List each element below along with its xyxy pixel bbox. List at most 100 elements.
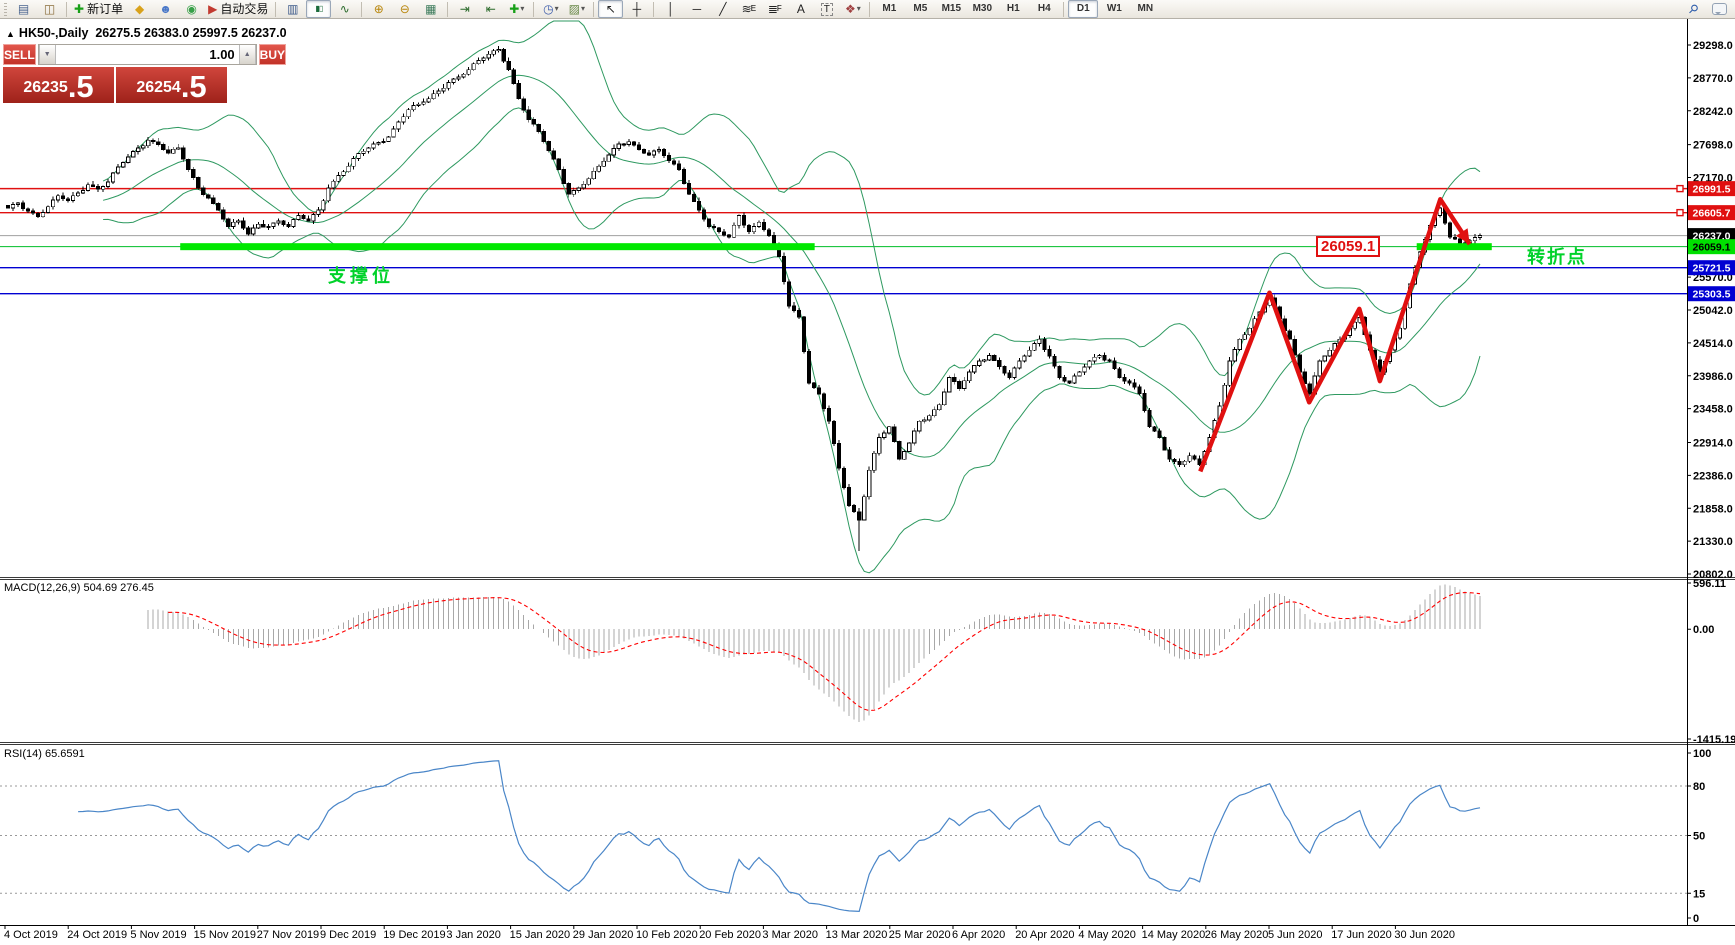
news-icon[interactable]: ◉ [186,2,197,16]
equidistant-channel-icon[interactable]: ≋ E [741,2,757,16]
date-axis-label: 5 Jun 2020 [1268,929,1322,941]
svg-text:26605.7: 26605.7 [1693,208,1731,220]
date-axis-label: 26 May 2020 [1205,929,1269,941]
date-axis-label: 10 Feb 2020 [636,929,698,941]
volume-down-button[interactable]: ▼ [38,45,56,64]
new-order-button[interactable]: ✚ 新订单 [74,2,124,16]
svg-text:22386.0: 22386.0 [1693,470,1733,482]
timeframe-m5-button[interactable]: M5 [913,3,928,14]
svg-text:29298.0: 29298.0 [1693,40,1733,52]
text-icon[interactable]: A [796,2,805,16]
date-axis-label: 19 Dec 2019 [383,929,445,941]
one-click-trading-widget: SELL ▼ ▲ BUY 26235.5 26254.5 [3,44,287,103]
date-axis-label: 25 Mar 2020 [889,929,951,941]
market-watch-icon[interactable]: ▤ [17,2,30,16]
text-label-icon[interactable]: T [814,0,839,18]
cursor-icon[interactable]: ↖ [598,0,624,18]
svg-text:24514.0: 24514.0 [1693,338,1733,350]
new-chart-icon[interactable]: ✚ ▾ [509,2,525,16]
navigator-icon[interactable]: ◫ [43,2,56,16]
date-axis-label: 13 Mar 2020 [826,929,888,941]
history-icon[interactable]: ◆ [134,2,145,16]
line-chart-icon[interactable]: ∿ [339,2,350,16]
tile-windows-icon[interactable]: ▦ [425,2,437,16]
toolbar-separator [275,1,277,17]
buy-price[interactable]: 26254.5 [116,67,227,103]
svg-text:23458.0: 23458.0 [1693,404,1733,416]
fibonacci-icon[interactable]: ≣ F [767,2,782,16]
date-axis-label: 27 Nov 2019 [257,929,319,941]
templates-icon[interactable]: ▨ ▾ [568,2,585,16]
toolbar-drag-handle[interactable] [4,2,7,16]
date-axis-label: 3 Mar 2020 [762,929,818,941]
date-axis-label: 15 Nov 2019 [194,929,256,941]
toolbar-separator [361,1,363,17]
horizontal-line-icon[interactable]: ─ [692,2,702,16]
toolbar-separator [66,1,67,17]
svg-text:80: 80 [1693,781,1705,793]
date-axis-label: 4 May 2020 [1078,929,1135,941]
toolbar-separator [653,1,655,17]
search-icon[interactable]: ⚲ [1685,0,1702,18]
vertical-line-icon[interactable]: │ [667,2,675,16]
volume-box: ▼ ▲ [37,44,257,65]
volume-up-button[interactable]: ▲ [238,45,256,64]
timeframe-h1-button[interactable]: H1 [1006,3,1020,14]
svg-text:25042.0: 25042.0 [1693,305,1733,317]
svg-text:-1415.19: -1415.19 [1693,734,1735,746]
svg-text:0.00: 0.00 [1693,624,1714,636]
date-axis-label: 30 Jun 2020 [1394,929,1455,941]
toolbar-separator [1063,1,1065,17]
bar-chart-icon[interactable]: ▥ [287,2,299,16]
svg-text:596.11: 596.11 [1693,578,1726,590]
community-icon[interactable]: ☻ [159,2,172,16]
sell-button[interactable]: SELL [3,44,36,65]
chart-shift-icon[interactable]: ⇤ [485,2,496,16]
ohlc-values: 26275.5 26383.0 25997.5 26237.0 [95,26,287,40]
periods-icon[interactable]: ◷ ▾ [543,2,559,16]
trendline-icon[interactable]: ╱ [719,2,727,16]
main-toolbar: ▤ ◫ ✚ 新订单 ◆ ☻ ◉ ▶ 自动交易 ▥ ▮▯ ∿ ⊕ ⊖ ▦ ⇥ ⇤ ✚ ▾ ◷ ▾ ▨ ▾ ↖ ┼ │ ─ ╱ ≋ E ≣ F A T… [0,0,1735,19]
timeframe-m15-button[interactable]: M15 [941,3,962,14]
macd-indicator-label: MACD(12,26,9) 504.69 276.45 [4,582,154,594]
timeframe-m30-button[interactable]: M30 [972,3,993,14]
volume-input[interactable] [55,45,239,64]
arrows-icon[interactable]: ❖ ▾ [844,2,861,16]
date-axis-label: 29 Jan 2020 [573,929,634,941]
timeframe-mn-button[interactable]: MN [1137,3,1154,14]
chat-icon[interactable] [1707,0,1732,18]
zoom-out-icon[interactable]: ⊖ [399,2,410,16]
toolbar-separator [533,1,535,17]
svg-text:26059.1: 26059.1 [1693,242,1731,254]
timeframe-w1-button[interactable]: W1 [1106,3,1122,14]
candlestick-chart-icon[interactable]: ▮▯ [306,0,332,18]
price-callout[interactable]: 26059.1 [1316,236,1381,257]
sell-price[interactable]: 26235.5 [3,67,114,103]
svg-text:26991.5: 26991.5 [1693,184,1731,196]
buy-button[interactable]: BUY [258,44,287,65]
chart-symbol-line: ▲ HK50-,Daily 26275.5 26383.0 25997.5 262… [6,26,287,40]
collapse-arrow-icon[interactable]: ▲ [6,29,15,39]
date-axis-label: 3 Jan 2020 [446,929,500,941]
crosshair-icon[interactable]: ┼ [632,2,642,16]
timeframe-h4-button[interactable]: H4 [1037,3,1051,14]
auto-scroll-icon[interactable]: ⇥ [459,2,470,16]
support-annotation[interactable]: 支撑位 [328,266,394,286]
svg-text:25303.5: 25303.5 [1693,289,1731,301]
pivot-annotation[interactable]: 转折点 [1527,247,1587,267]
svg-text:25721.5: 25721.5 [1693,263,1731,275]
timeframe-m1-button[interactable]: M1 [882,3,897,14]
svg-text:22914.0: 22914.0 [1693,438,1733,450]
auto-trading-button[interactable]: ▶ 自动交易 [208,2,269,16]
date-axis-label: 4 Oct 2019 [4,929,58,941]
date-axis-label: 20 Apr 2020 [1015,929,1074,941]
timeframe-d1-button[interactable]: D1 [1068,0,1099,18]
svg-text:21858.0: 21858.0 [1693,503,1733,515]
toolbar-separator [593,1,595,17]
svg-text:21330.0: 21330.0 [1693,536,1733,548]
zoom-in-icon[interactable]: ⊕ [373,2,384,16]
svg-text:23986.0: 23986.0 [1693,371,1733,383]
svg-text:0: 0 [1693,913,1699,925]
date-axis-label: 17 Jun 2020 [1331,929,1392,941]
